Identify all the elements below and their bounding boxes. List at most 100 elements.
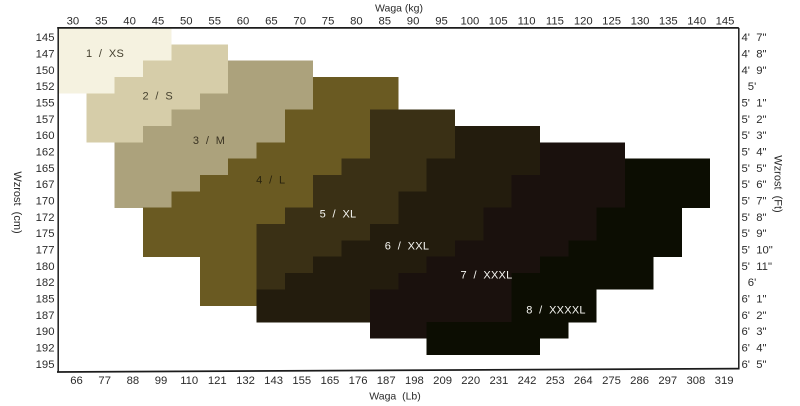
svg-text:5' 6": 5' 6" xyxy=(742,179,767,191)
svg-text:165: 165 xyxy=(36,163,55,175)
svg-text:Wzrost (Ft): Wzrost (Ft) xyxy=(772,155,784,212)
svg-text:5 / XL: 5 / XL xyxy=(320,209,357,221)
svg-text:8 / XXXXL: 8 / XXXXL xyxy=(526,304,586,316)
svg-text:145: 145 xyxy=(36,32,55,44)
svg-text:5' 2": 5' 2" xyxy=(742,114,767,126)
svg-text:66: 66 xyxy=(70,375,83,387)
svg-text:4 / L: 4 / L xyxy=(256,175,285,187)
svg-text:6' 5": 6' 5" xyxy=(742,359,767,371)
svg-text:5' 1": 5' 1" xyxy=(742,97,767,109)
svg-text:5' 5": 5' 5" xyxy=(742,163,767,175)
svg-text:286: 286 xyxy=(630,375,649,387)
svg-text:140: 140 xyxy=(687,16,706,28)
svg-text:132: 132 xyxy=(236,375,255,387)
svg-text:105: 105 xyxy=(489,16,508,28)
svg-text:110: 110 xyxy=(180,375,198,387)
svg-text:264: 264 xyxy=(574,375,593,387)
svg-text:6 / XXL: 6 / XXL xyxy=(385,240,429,252)
svg-text:147: 147 xyxy=(36,48,55,60)
svg-text:Waga (Lb): Waga (Lb) xyxy=(369,391,421,403)
svg-text:1 / XS: 1 / XS xyxy=(86,48,124,60)
svg-text:40: 40 xyxy=(123,16,136,28)
svg-text:60: 60 xyxy=(237,16,250,28)
svg-text:220: 220 xyxy=(461,375,480,387)
svg-text:35: 35 xyxy=(95,16,108,28)
svg-text:5' 10": 5' 10" xyxy=(742,244,773,256)
svg-text:2 / S: 2 / S xyxy=(142,90,173,102)
svg-text:80: 80 xyxy=(350,16,363,28)
svg-text:5': 5' xyxy=(748,81,756,93)
svg-text:5' 7": 5' 7" xyxy=(742,195,767,207)
svg-text:5' 11": 5' 11" xyxy=(742,261,772,273)
svg-text:242: 242 xyxy=(518,375,537,387)
svg-text:185: 185 xyxy=(36,293,55,305)
svg-text:187: 187 xyxy=(377,375,396,387)
svg-text:115: 115 xyxy=(546,16,564,28)
svg-text:319: 319 xyxy=(715,375,734,387)
svg-text:5' 3": 5' 3" xyxy=(742,130,767,142)
svg-text:120: 120 xyxy=(574,16,593,28)
svg-text:95: 95 xyxy=(435,16,448,28)
svg-text:155: 155 xyxy=(292,375,311,387)
svg-text:85: 85 xyxy=(379,16,392,28)
svg-text:155: 155 xyxy=(36,97,55,109)
svg-text:175: 175 xyxy=(36,228,55,240)
svg-text:152: 152 xyxy=(36,81,55,93)
svg-text:Wzrost (cm): Wzrost (cm) xyxy=(11,171,23,233)
svg-text:6' 3": 6' 3" xyxy=(742,326,767,338)
svg-text:275: 275 xyxy=(602,375,621,387)
svg-text:55: 55 xyxy=(208,16,221,28)
svg-text:77: 77 xyxy=(98,375,111,387)
svg-text:162: 162 xyxy=(36,146,55,158)
svg-text:125: 125 xyxy=(602,16,621,28)
svg-text:6' 2": 6' 2" xyxy=(742,310,767,322)
svg-text:143: 143 xyxy=(264,375,283,387)
svg-text:110: 110 xyxy=(518,16,536,28)
svg-text:6': 6' xyxy=(748,277,756,289)
svg-text:195: 195 xyxy=(36,359,55,371)
svg-text:4' 8": 4' 8" xyxy=(742,48,767,60)
svg-text:182: 182 xyxy=(36,277,55,289)
svg-text:88: 88 xyxy=(127,375,140,387)
svg-text:45: 45 xyxy=(152,16,165,28)
svg-text:172: 172 xyxy=(36,212,55,224)
svg-text:187: 187 xyxy=(36,310,55,322)
svg-text:4' 9": 4' 9" xyxy=(742,65,767,77)
svg-text:165: 165 xyxy=(320,375,339,387)
svg-text:231: 231 xyxy=(489,375,508,387)
svg-text:180: 180 xyxy=(36,261,55,273)
svg-text:4' 7": 4' 7" xyxy=(742,32,767,44)
svg-text:7 / XXXL: 7 / XXXL xyxy=(460,270,512,282)
svg-text:99: 99 xyxy=(155,375,168,387)
svg-text:150: 150 xyxy=(36,65,55,77)
svg-text:177: 177 xyxy=(36,244,55,256)
svg-text:176: 176 xyxy=(349,375,368,387)
svg-text:167: 167 xyxy=(36,179,55,191)
svg-text:297: 297 xyxy=(658,375,677,387)
svg-text:145: 145 xyxy=(716,16,735,28)
svg-text:65: 65 xyxy=(265,16,278,28)
svg-text:121: 121 xyxy=(208,375,227,387)
svg-text:130: 130 xyxy=(631,16,650,28)
svg-text:5' 8": 5' 8" xyxy=(742,212,767,224)
svg-text:135: 135 xyxy=(659,16,678,28)
svg-text:3 / M: 3 / M xyxy=(193,135,225,147)
svg-text:192: 192 xyxy=(36,342,55,354)
svg-text:190: 190 xyxy=(36,326,55,338)
svg-text:75: 75 xyxy=(322,16,335,28)
svg-text:50: 50 xyxy=(180,16,193,28)
svg-text:90: 90 xyxy=(407,16,420,28)
svg-text:253: 253 xyxy=(546,375,565,387)
svg-text:160: 160 xyxy=(36,130,55,142)
svg-text:5' 4": 5' 4" xyxy=(742,146,767,158)
svg-text:5' 9": 5' 9" xyxy=(742,228,767,240)
svg-text:70: 70 xyxy=(293,16,306,28)
svg-text:6' 4": 6' 4" xyxy=(742,342,767,354)
svg-text:157: 157 xyxy=(36,114,55,126)
svg-text:198: 198 xyxy=(405,375,424,387)
svg-text:308: 308 xyxy=(686,375,705,387)
svg-text:6' 1": 6' 1" xyxy=(742,293,767,305)
svg-text:170: 170 xyxy=(36,195,55,207)
svg-text:209: 209 xyxy=(433,375,452,387)
svg-text:Waga (kg): Waga (kg) xyxy=(375,3,423,15)
